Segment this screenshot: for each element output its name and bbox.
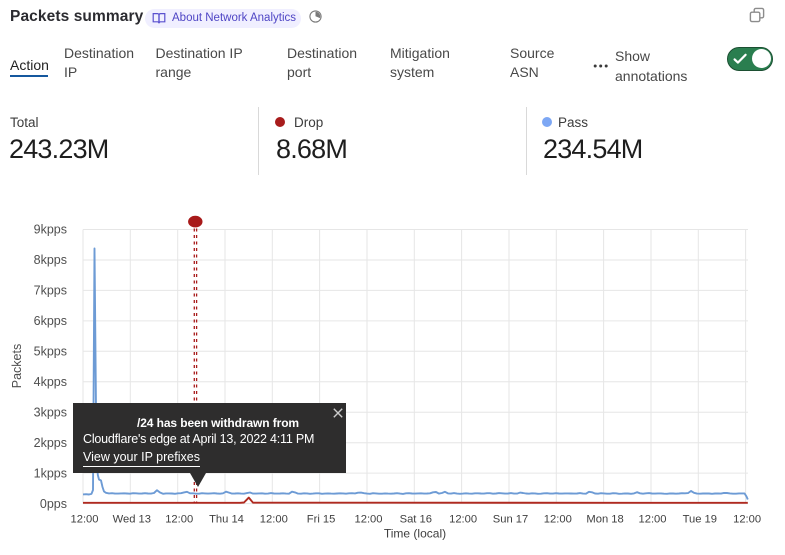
svg-text:6kpps: 6kpps <box>34 314 67 328</box>
svg-text:Mon 18: Mon 18 <box>586 513 623 525</box>
svg-text:12:00: 12:00 <box>260 513 288 525</box>
svg-text:12:00: 12:00 <box>449 513 477 525</box>
svg-text:Tue 19: Tue 19 <box>683 513 717 525</box>
svg-text:5kpps: 5kpps <box>34 345 67 359</box>
svg-text:12:00: 12:00 <box>71 513 99 525</box>
svg-text:Thu 14: Thu 14 <box>209 513 244 525</box>
svg-text:3kpps: 3kpps <box>34 405 67 419</box>
svg-text:2kpps: 2kpps <box>34 436 67 450</box>
svg-text:Wed 13: Wed 13 <box>113 513 151 525</box>
svg-text:Time (local): Time (local) <box>384 527 446 541</box>
svg-text:0pps: 0pps <box>40 497 67 511</box>
svg-text:9kpps: 9kpps <box>34 223 67 237</box>
svg-text:Sun 17: Sun 17 <box>493 513 528 525</box>
svg-text:Sat 16: Sat 16 <box>400 513 432 525</box>
svg-text:12:00: 12:00 <box>639 513 667 525</box>
svg-text:12:00: 12:00 <box>544 513 572 525</box>
svg-text:8kpps: 8kpps <box>34 253 67 267</box>
svg-text:4kpps: 4kpps <box>34 375 67 389</box>
svg-text:12:00: 12:00 <box>165 513 193 525</box>
svg-text:1kpps: 1kpps <box>34 466 67 480</box>
svg-text:7kpps: 7kpps <box>34 284 67 298</box>
svg-text:12:00: 12:00 <box>355 513 383 525</box>
svg-text:Packets: Packets <box>10 344 24 388</box>
svg-text:12:00: 12:00 <box>733 513 761 525</box>
svg-text:Fri 15: Fri 15 <box>307 513 336 525</box>
